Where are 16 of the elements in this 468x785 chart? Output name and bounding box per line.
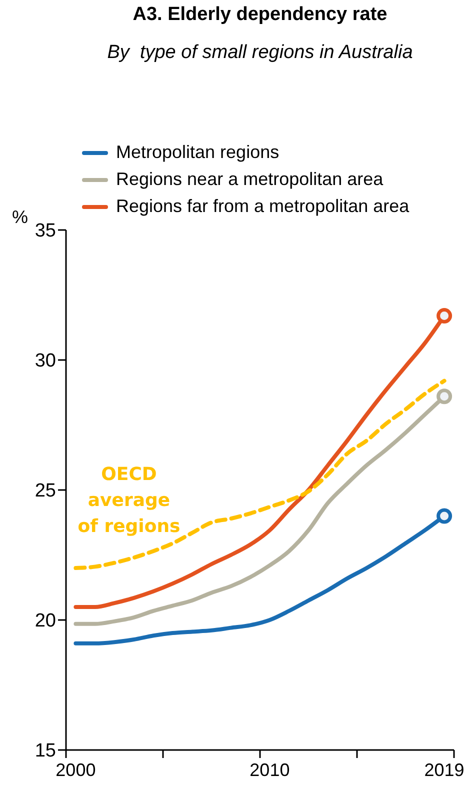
x-tick-label: 2010 <box>250 760 290 780</box>
y-tick-label: 20 <box>34 610 56 632</box>
legend-label: Regions near a metropolitan area <box>116 169 384 190</box>
x-tick-label: 2019 <box>424 760 464 780</box>
chart-title: A3. Elderly dependency rate <box>132 4 388 26</box>
legend-label: Regions far from a metropolitan area <box>116 196 410 217</box>
y-tick-label: 25 <box>34 480 56 502</box>
chart-subtitle: By type of small regions in Australia <box>106 42 414 64</box>
y-axis-title: % <box>12 207 28 228</box>
annotation: OECD average of regions <box>78 464 180 537</box>
line-series <box>74 378 446 570</box>
y-tick-label: 35 <box>34 220 56 242</box>
x-tick-label: 2000 <box>56 760 96 780</box>
y-tick-label: 15 <box>34 740 56 762</box>
y-tick-label: 30 <box>34 350 56 372</box>
legend-label: Metropolitan regions <box>116 142 280 163</box>
